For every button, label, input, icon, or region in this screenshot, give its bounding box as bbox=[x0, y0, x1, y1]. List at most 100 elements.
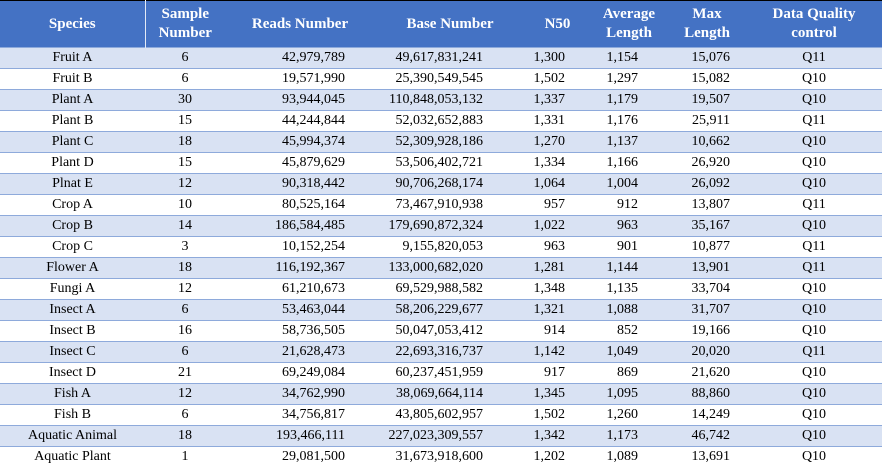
cell-species: Crop A bbox=[0, 194, 145, 216]
cell-average-length: 1,179 bbox=[590, 89, 668, 111]
table-row: Plnat E 12 90,318,442 90,706,268,174 1,064 1,… bbox=[0, 173, 882, 195]
cell-reads-number: 186,584,485 bbox=[225, 215, 375, 237]
cell-average-length: 963 bbox=[590, 215, 668, 237]
cell-reads-number: 80,525,164 bbox=[225, 194, 375, 216]
cell-n50: 1,022 bbox=[525, 215, 590, 237]
cell-reads-number: 44,244,844 bbox=[225, 110, 375, 132]
cell-average-length: 869 bbox=[590, 362, 668, 384]
cell-base-number: 73,467,910,938 bbox=[375, 194, 525, 216]
cell-base-number: 52,309,928,186 bbox=[375, 131, 525, 153]
cell-n50: 957 bbox=[525, 194, 590, 216]
column-header-base-number: Base Number bbox=[375, 0, 525, 48]
table-row: Plant A 30 93,944,045 110,848,053,132 1,337 1… bbox=[0, 89, 882, 111]
cell-max-length: 13,691 bbox=[668, 446, 746, 467]
cell-sample-number: 12 bbox=[145, 278, 225, 300]
cell-base-number: 22,693,316,737 bbox=[375, 341, 525, 363]
column-header-reads-number: Reads Number bbox=[225, 0, 375, 48]
cell-species: Fruit B bbox=[0, 68, 145, 90]
cell-average-length: 1,154 bbox=[590, 47, 668, 69]
cell-data-quality-control: Q11 bbox=[746, 341, 882, 363]
cell-n50: 1,321 bbox=[525, 299, 590, 321]
cell-reads-number: 116,192,367 bbox=[225, 257, 375, 279]
cell-average-length: 901 bbox=[590, 236, 668, 258]
cell-species: Plant C bbox=[0, 131, 145, 153]
cell-sample-number: 12 bbox=[145, 383, 225, 405]
cell-data-quality-control: Q10 bbox=[746, 278, 882, 300]
cell-species: Plnat E bbox=[0, 173, 145, 195]
cell-max-length: 26,920 bbox=[668, 152, 746, 174]
cell-n50: 1,342 bbox=[525, 425, 590, 447]
cell-data-quality-control: Q10 bbox=[746, 404, 882, 426]
cell-average-length: 1,297 bbox=[590, 68, 668, 90]
cell-sample-number: 6 bbox=[145, 341, 225, 363]
cell-base-number: 227,023,309,557 bbox=[375, 425, 525, 447]
column-header-data-quality-control: Data Quality control bbox=[746, 0, 882, 48]
table-header-row: Species Sample Number Reads Number Base Num… bbox=[0, 0, 882, 48]
cell-average-length: 1,088 bbox=[590, 299, 668, 321]
table-row: Fungi A 12 61,210,673 69,529,988,582 1,348 1,… bbox=[0, 278, 882, 300]
column-header-sample-number: Sample Number bbox=[144, 0, 225, 48]
cell-data-quality-control: Q10 bbox=[746, 152, 882, 174]
cell-max-length: 20,020 bbox=[668, 341, 746, 363]
cell-data-quality-control: Q10 bbox=[746, 173, 882, 195]
cell-species: Flower A bbox=[0, 257, 145, 279]
cell-sample-number: 12 bbox=[145, 173, 225, 195]
cell-species: Insect D bbox=[0, 362, 145, 384]
cell-sample-number: 16 bbox=[145, 320, 225, 342]
cell-sample-number: 15 bbox=[145, 110, 225, 132]
cell-sample-number: 15 bbox=[145, 152, 225, 174]
cell-average-length: 1,166 bbox=[590, 152, 668, 174]
cell-species: Fish A bbox=[0, 383, 145, 405]
cell-species: Crop B bbox=[0, 215, 145, 237]
cell-average-length: 852 bbox=[590, 320, 668, 342]
column-header-average-length: Average Length bbox=[590, 0, 668, 48]
cell-max-length: 25,911 bbox=[668, 110, 746, 132]
cell-species: Aquatic Plant bbox=[0, 446, 145, 467]
cell-sample-number: 1 bbox=[145, 446, 225, 467]
cell-reads-number: 19,571,990 bbox=[225, 68, 375, 90]
cell-n50: 1,281 bbox=[525, 257, 590, 279]
cell-reads-number: 69,249,084 bbox=[225, 362, 375, 384]
cell-reads-number: 53,463,044 bbox=[225, 299, 375, 321]
cell-n50: 1,331 bbox=[525, 110, 590, 132]
cell-n50: 1,337 bbox=[525, 89, 590, 111]
table-row: Plant D 15 45,879,629 53,506,402,721 1,334 1,… bbox=[0, 152, 882, 174]
cell-reads-number: 10,152,254 bbox=[225, 236, 375, 258]
cell-n50: 1,502 bbox=[525, 404, 590, 426]
cell-data-quality-control: Q10 bbox=[746, 383, 882, 405]
cell-reads-number: 29,081,500 bbox=[225, 446, 375, 467]
cell-base-number: 9,155,820,053 bbox=[375, 236, 525, 258]
cell-sample-number: 10 bbox=[145, 194, 225, 216]
cell-n50: 1,345 bbox=[525, 383, 590, 405]
table-row: Insect D 21 69,249,084 60,237,451,959 917 869… bbox=[0, 362, 882, 384]
cell-base-number: 69,529,988,582 bbox=[375, 278, 525, 300]
cell-reads-number: 45,879,629 bbox=[225, 152, 375, 174]
cell-data-quality-control: Q10 bbox=[746, 299, 882, 321]
cell-n50: 963 bbox=[525, 236, 590, 258]
cell-sample-number: 6 bbox=[145, 68, 225, 90]
cell-data-quality-control: Q10 bbox=[746, 446, 882, 467]
cell-species: Fungi A bbox=[0, 278, 145, 300]
cell-data-quality-control: Q11 bbox=[746, 257, 882, 279]
cell-max-length: 19,507 bbox=[668, 89, 746, 111]
cell-sample-number: 30 bbox=[145, 89, 225, 111]
cell-species: Insect A bbox=[0, 299, 145, 321]
cell-base-number: 31,673,918,600 bbox=[375, 446, 525, 467]
cell-sample-number: 6 bbox=[145, 404, 225, 426]
table-row: Insect A 6 53,463,044 58,206,229,677 1,321 1,… bbox=[0, 299, 882, 321]
cell-species: Plant A bbox=[0, 89, 145, 111]
cell-max-length: 21,620 bbox=[668, 362, 746, 384]
cell-base-number: 38,069,664,114 bbox=[375, 383, 525, 405]
table-row: Insect B 16 58,736,505 50,047,053,412 914 852… bbox=[0, 320, 882, 342]
cell-base-number: 52,032,652,883 bbox=[375, 110, 525, 132]
cell-average-length: 1,095 bbox=[590, 383, 668, 405]
cell-reads-number: 21,628,473 bbox=[225, 341, 375, 363]
cell-reads-number: 193,466,111 bbox=[225, 425, 375, 447]
cell-max-length: 15,076 bbox=[668, 47, 746, 69]
cell-base-number: 90,706,268,174 bbox=[375, 173, 525, 195]
cell-max-length: 13,901 bbox=[668, 257, 746, 279]
cell-base-number: 60,237,451,959 bbox=[375, 362, 525, 384]
cell-average-length: 1,260 bbox=[590, 404, 668, 426]
cell-n50: 1,334 bbox=[525, 152, 590, 174]
